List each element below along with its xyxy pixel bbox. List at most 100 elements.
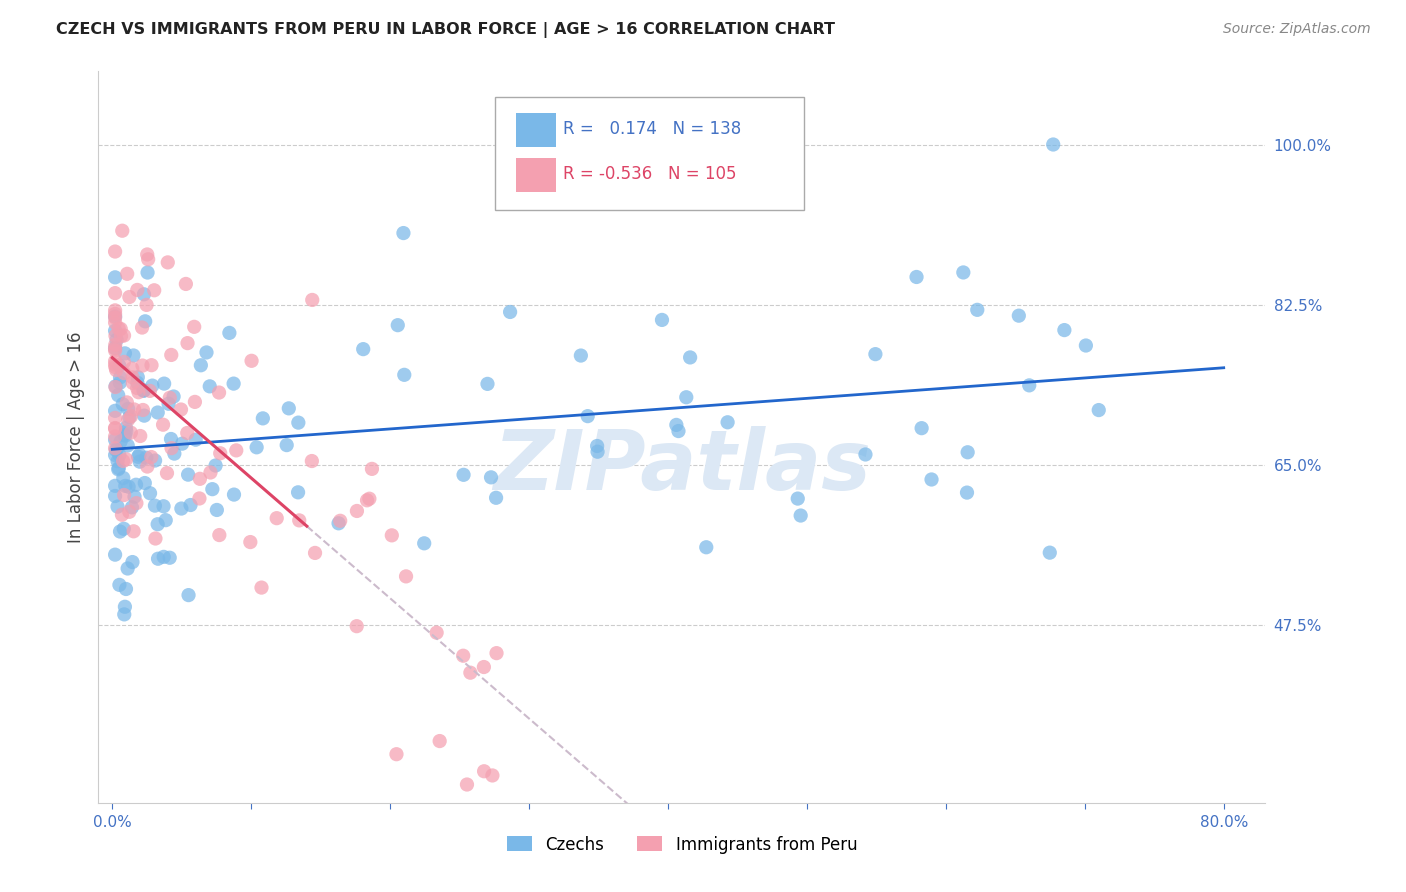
Point — [479, 470, 502, 484]
Text: R = -0.536   N = 105: R = -0.536 N = 105 — [562, 166, 737, 184]
Point — [110, 434, 132, 449]
Point — [104, 303, 127, 318]
Point — [163, 447, 186, 461]
Point — [118, 290, 141, 304]
Point — [104, 342, 127, 356]
Point — [110, 322, 132, 336]
Point — [141, 450, 163, 464]
Point — [905, 270, 928, 285]
Point — [121, 500, 143, 515]
Point — [115, 267, 138, 281]
Point — [104, 310, 127, 325]
Point — [122, 524, 145, 539]
Point — [155, 513, 177, 527]
Point — [104, 324, 127, 338]
Point — [586, 439, 609, 453]
Point — [301, 293, 323, 307]
Point — [136, 266, 159, 280]
Point — [125, 496, 148, 510]
Point — [180, 498, 202, 512]
Point — [117, 480, 139, 494]
Point — [121, 555, 143, 569]
Point — [104, 421, 127, 435]
Point — [112, 328, 135, 343]
Point — [136, 252, 159, 267]
Point — [160, 348, 183, 362]
Point — [128, 385, 150, 400]
Point — [208, 385, 231, 400]
FancyBboxPatch shape — [516, 113, 555, 147]
Point — [394, 368, 416, 382]
Point — [127, 376, 149, 390]
Point — [129, 429, 152, 443]
Point — [139, 384, 162, 398]
Point — [287, 416, 309, 430]
Point — [1074, 338, 1097, 352]
Point — [239, 535, 262, 549]
Point — [246, 440, 269, 454]
Point — [485, 491, 508, 505]
Point — [132, 384, 155, 398]
Point — [387, 318, 409, 333]
Text: ZIPatlas: ZIPatlas — [494, 425, 870, 507]
Point — [115, 452, 138, 467]
Legend: Czechs, Immigrants from Peru: Czechs, Immigrants from Peru — [501, 829, 863, 860]
Point — [141, 358, 163, 372]
Point — [104, 338, 127, 352]
Point — [107, 500, 129, 514]
Point — [177, 588, 200, 602]
Point — [153, 376, 176, 391]
Point — [429, 734, 451, 748]
Point — [107, 388, 129, 402]
Point — [170, 501, 193, 516]
Point — [107, 462, 129, 476]
Point — [135, 298, 157, 312]
Point — [222, 487, 245, 501]
Point — [160, 441, 183, 455]
Point — [170, 402, 193, 417]
Point — [134, 314, 156, 328]
Point — [381, 528, 404, 542]
Point — [159, 391, 181, 405]
Point — [346, 504, 368, 518]
Point — [717, 415, 740, 429]
Point — [1008, 309, 1031, 323]
Point — [146, 405, 169, 419]
Point — [139, 486, 162, 500]
Point — [104, 548, 127, 562]
Point — [104, 270, 127, 285]
Point — [122, 402, 145, 417]
Point — [105, 363, 128, 377]
Point — [152, 549, 174, 564]
Point — [218, 326, 240, 340]
Point — [352, 342, 374, 356]
Text: CZECH VS IMMIGRANTS FROM PERU IN LABOR FORCE | AGE > 16 CORRELATION CHART: CZECH VS IMMIGRANTS FROM PERU IN LABOR F… — [56, 22, 835, 38]
Point — [136, 247, 159, 261]
Point — [108, 370, 131, 384]
Point — [675, 390, 697, 404]
Point — [114, 479, 136, 493]
Point — [143, 453, 166, 467]
Point — [118, 505, 141, 519]
Point — [124, 490, 146, 504]
Point — [252, 411, 274, 425]
Point — [104, 442, 127, 457]
Point — [485, 646, 508, 660]
Point — [112, 607, 135, 622]
Point — [135, 450, 157, 465]
Point — [127, 283, 149, 297]
Point — [385, 747, 408, 762]
Point — [190, 358, 212, 372]
Point — [576, 409, 599, 424]
Point — [208, 528, 231, 542]
Point — [361, 462, 384, 476]
Point — [104, 307, 127, 321]
Point — [104, 479, 127, 493]
Point — [188, 472, 211, 486]
Point — [855, 447, 877, 461]
Point — [679, 351, 702, 365]
Point — [108, 359, 131, 373]
Point — [395, 569, 418, 583]
Point — [115, 395, 138, 409]
Point — [276, 438, 298, 452]
